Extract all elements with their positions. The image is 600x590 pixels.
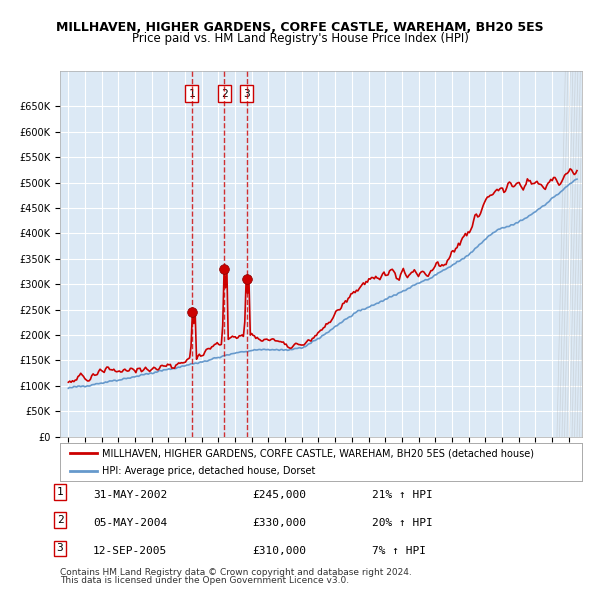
Text: 2: 2 [56,515,64,525]
Text: 05-MAY-2004: 05-MAY-2004 [93,518,167,528]
Text: 31-MAY-2002: 31-MAY-2002 [93,490,167,500]
Text: £310,000: £310,000 [252,546,306,556]
Text: 3: 3 [56,543,64,553]
Text: £330,000: £330,000 [252,518,306,528]
Text: 12-SEP-2005: 12-SEP-2005 [93,546,167,556]
Text: 20% ↑ HPI: 20% ↑ HPI [372,518,433,528]
Text: 7% ↑ HPI: 7% ↑ HPI [372,546,426,556]
Text: MILLHAVEN, HIGHER GARDENS, CORFE CASTLE, WAREHAM, BH20 5ES (detached house): MILLHAVEN, HIGHER GARDENS, CORFE CASTLE,… [102,448,534,458]
Text: 21% ↑ HPI: 21% ↑ HPI [372,490,433,500]
Text: 1: 1 [188,88,195,99]
Text: This data is licensed under the Open Government Licence v3.0.: This data is licensed under the Open Gov… [60,576,349,585]
Text: Contains HM Land Registry data © Crown copyright and database right 2024.: Contains HM Land Registry data © Crown c… [60,568,412,577]
Text: HPI: Average price, detached house, Dorset: HPI: Average price, detached house, Dors… [102,466,315,476]
Text: 1: 1 [56,487,64,497]
Text: 3: 3 [244,88,250,99]
Text: 2: 2 [221,88,227,99]
Text: MILLHAVEN, HIGHER GARDENS, CORFE CASTLE, WAREHAM, BH20 5ES: MILLHAVEN, HIGHER GARDENS, CORFE CASTLE,… [56,21,544,34]
Text: Price paid vs. HM Land Registry's House Price Index (HPI): Price paid vs. HM Land Registry's House … [131,32,469,45]
Text: £245,000: £245,000 [252,490,306,500]
